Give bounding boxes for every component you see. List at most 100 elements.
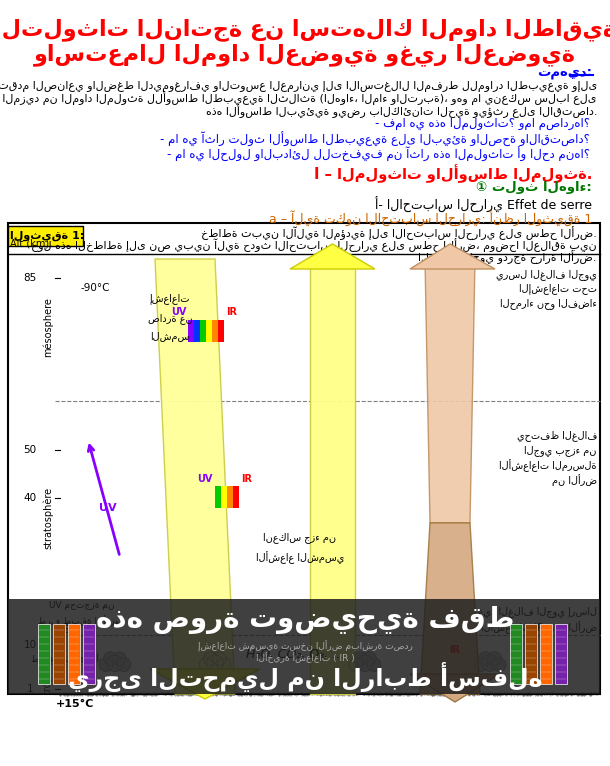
Text: UV: UV bbox=[198, 474, 213, 484]
Text: حول هذه الخطاطة إلى نص يبين آلية حدوث الاحتباس الحراري على سطح الأرض، موضحا العل: حول هذه الخطاطة إلى نص يبين آلية حدوث ال… bbox=[31, 238, 597, 252]
Bar bbox=[188, 320, 194, 342]
Text: يحتفظ الغلاف: يحتفظ الغلاف bbox=[517, 430, 597, 441]
Text: واستعمال المواد العضوية وغير العضوية: واستعمال المواد العضوية وغير العضوية bbox=[34, 43, 576, 66]
Text: يرجى التحميل من الرابط أسفله: يرجى التحميل من الرابط أسفله bbox=[68, 662, 542, 692]
Circle shape bbox=[367, 658, 381, 672]
Circle shape bbox=[117, 658, 131, 672]
Text: - فما هي هذه الملوثات؟ وما مصادرها؟: - فما هي هذه الملوثات؟ وما مصادرها؟ bbox=[375, 117, 590, 130]
Text: هذه الأوساط البيئية ويضر بالكائنات الحية ويؤثر على الاقتصاد.: هذه الأوساط البيئية ويضر بالكائنات الحية… bbox=[206, 104, 597, 118]
Circle shape bbox=[199, 658, 213, 672]
Text: الشمس: الشمس bbox=[150, 332, 190, 342]
Text: 85: 85 bbox=[23, 273, 37, 283]
Bar bbox=[206, 320, 212, 342]
Text: الوثيقة 1:: الوثيقة 1: bbox=[10, 231, 84, 241]
Circle shape bbox=[99, 658, 113, 672]
Text: الأشعاعات المرسلة: الأشعاعات المرسلة bbox=[500, 460, 597, 472]
Bar bbox=[218, 320, 224, 342]
Text: إشعاعات شمسية تسخن الأرض مباشرة تصدر: إشعاعات شمسية تسخن الأرض مباشرة تصدر bbox=[198, 641, 412, 652]
Circle shape bbox=[357, 655, 373, 672]
Text: IR: IR bbox=[241, 474, 252, 484]
Bar bbox=[233, 486, 239, 508]
Bar bbox=[53, 624, 65, 684]
Circle shape bbox=[113, 652, 126, 666]
Text: يرسل الغلاف الجوي: يرسل الغلاف الجوي bbox=[496, 269, 597, 280]
Circle shape bbox=[217, 658, 231, 672]
Text: UV: UV bbox=[171, 307, 186, 317]
Polygon shape bbox=[425, 259, 475, 523]
Circle shape bbox=[363, 652, 376, 666]
Bar bbox=[221, 486, 227, 508]
Text: troposphère: troposphère bbox=[43, 635, 53, 694]
Text: انعكاس جزء من: انعكاس جزء من bbox=[264, 532, 337, 543]
Text: IR: IR bbox=[226, 307, 237, 317]
Bar bbox=[38, 624, 50, 684]
Text: طرح المزيد من المواد الملوثة للأوساط الطبيعية الثلاثة (الهواء، الماء والتربة)، و: طرح المزيد من المواد الملوثة للأوساط الط… bbox=[0, 91, 597, 105]
Circle shape bbox=[107, 655, 123, 672]
Bar bbox=[212, 320, 218, 342]
Bar bbox=[68, 624, 80, 684]
Circle shape bbox=[492, 658, 506, 672]
Bar bbox=[83, 624, 95, 684]
Text: 1: 1 bbox=[27, 684, 34, 694]
Text: الأشعاع الشمسي: الأشعاع الشمسي bbox=[256, 551, 344, 564]
Text: الأخيرة أشعاعات ( IR ): الأخيرة أشعاعات ( IR ) bbox=[256, 653, 354, 663]
Polygon shape bbox=[410, 244, 495, 269]
Polygon shape bbox=[410, 674, 500, 702]
Text: -56°C: -56°C bbox=[60, 626, 90, 636]
Text: a – آلية تكون الاحتباس الحراري: أنظر الوثيقة 1: a – آلية تكون الاحتباس الحراري: أنظر الو… bbox=[269, 211, 592, 228]
Bar bbox=[215, 486, 221, 508]
Text: يعيد الغلاف الجوي إرسال: يعيد الغلاف الجوي إرسال bbox=[470, 606, 597, 617]
Text: الغلاف الجوي ودرجة حرارة الأرض.: الغلاف الجوي ودرجة حرارة الأرض. bbox=[418, 250, 597, 264]
Text: صادرة عن: صادرة عن bbox=[148, 313, 192, 323]
Bar bbox=[8, 599, 600, 694]
Bar bbox=[227, 486, 233, 508]
Text: I – الملوثات والأوساط الملوثة.: I – الملوثات والأوساط الملوثة. bbox=[314, 164, 592, 183]
Polygon shape bbox=[290, 244, 375, 269]
Polygon shape bbox=[310, 259, 355, 694]
Text: ① تلوث الهواء:: ① تلوث الهواء: bbox=[476, 181, 592, 194]
Circle shape bbox=[488, 652, 501, 666]
Bar bbox=[525, 624, 537, 684]
Text: أدى التقدم الصناعي والضغط الديموغرافي والتوسع العمراني إلى الاستغلال المفرط للمو: أدى التقدم الصناعي والضغط الديموغرافي وا… bbox=[0, 78, 597, 92]
Text: طرف طبقة الأوزون: طرف طبقة الأوزون bbox=[38, 615, 126, 626]
Text: - ما هي الحلول والبدائل للتخفيف من آثار هذه الملوثات أو الحد منها؟: - ما هي الحلول والبدائل للتخفيف من آثار … bbox=[167, 147, 590, 162]
Text: H₂O, CO₂, O₃, ...: H₂O, CO₂, O₃, ... bbox=[246, 648, 344, 661]
Circle shape bbox=[350, 658, 363, 672]
Polygon shape bbox=[420, 523, 480, 694]
Bar bbox=[8, 226, 83, 246]
Bar bbox=[200, 320, 206, 342]
Text: -90°C: -90°C bbox=[81, 283, 110, 293]
Bar bbox=[194, 320, 200, 342]
Text: 10: 10 bbox=[23, 640, 37, 650]
Polygon shape bbox=[150, 669, 260, 699]
Circle shape bbox=[482, 655, 498, 672]
Text: الأشعاعات IR نحو الأرض: الأشعاعات IR نحو الأرض bbox=[481, 620, 597, 633]
Text: IR: IR bbox=[450, 645, 461, 655]
Text: stratosphère: stratosphère bbox=[43, 487, 53, 549]
Circle shape bbox=[213, 652, 226, 666]
Text: التلوثات الناتجة عن استهلاك المواد الطاقية: التلوثات الناتجة عن استهلاك المواد الطاق… bbox=[0, 18, 610, 41]
Text: خطاطة تبين الآلية المؤدية إلى الاحتباس الحراري على سطح الأرض.: خطاطة تبين الآلية المؤدية إلى الاحتباس ا… bbox=[201, 226, 597, 240]
Polygon shape bbox=[155, 259, 235, 694]
Circle shape bbox=[104, 652, 117, 666]
Bar bbox=[555, 624, 567, 684]
Bar bbox=[8, 223, 600, 694]
Text: 50: 50 bbox=[23, 444, 37, 454]
Text: طرف طبقة الأوزون: طرف طبقة الأوزون bbox=[31, 653, 119, 664]
Text: الإشعاعات تحت: الإشعاعات تحت bbox=[519, 283, 597, 294]
Text: أ- الاحتباس الحراري Effet de serre: أ- الاحتباس الحراري Effet de serre bbox=[375, 197, 592, 213]
Circle shape bbox=[204, 652, 217, 666]
Text: الجوي بجزء من: الجوي بجزء من bbox=[525, 445, 597, 456]
Text: الحمراء نحو الفضاء: الحمراء نحو الفضاء bbox=[500, 298, 597, 309]
Text: 40: 40 bbox=[23, 493, 37, 503]
Text: - ما هي آثار تلوث الأوساط الطبيعية على البيئة والصحة والاقتصاد؟: - ما هي آثار تلوث الأوساط الطبيعية على ا… bbox=[160, 132, 590, 147]
Circle shape bbox=[474, 658, 488, 672]
Text: هذه صورة توضيحية فقط: هذه صورة توضيحية فقط bbox=[96, 606, 514, 634]
Text: تمهيد:: تمهيد: bbox=[537, 66, 592, 79]
Bar bbox=[510, 624, 522, 684]
Text: من الأرض: من الأرض bbox=[552, 474, 597, 486]
Circle shape bbox=[479, 652, 492, 666]
Circle shape bbox=[207, 655, 223, 672]
Circle shape bbox=[354, 652, 367, 666]
Text: +15°C: +15°C bbox=[56, 699, 94, 709]
